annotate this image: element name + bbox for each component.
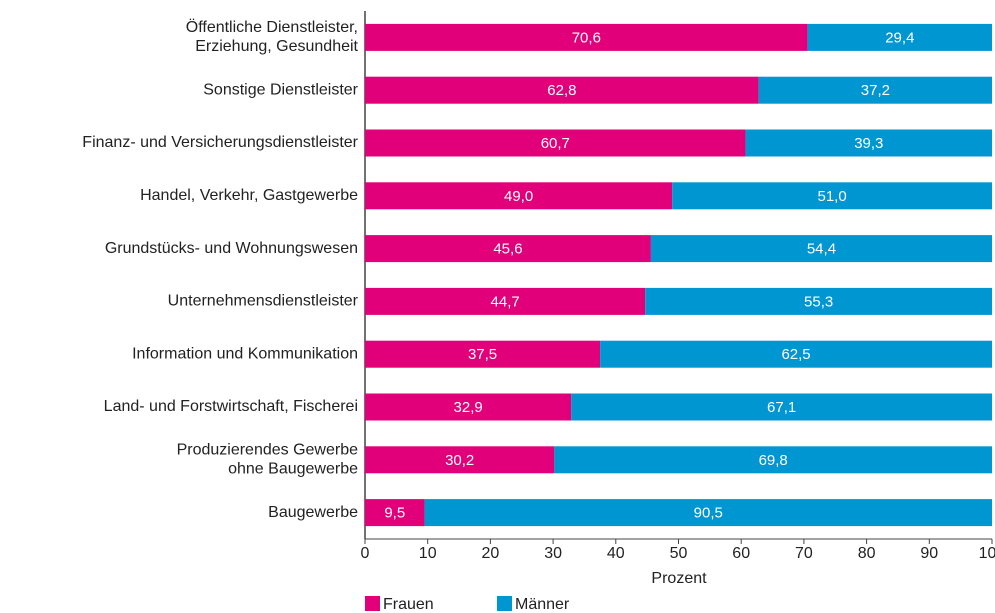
y-tick-label: Information und Kommunikation bbox=[132, 345, 358, 362]
x-tick-label: 100 bbox=[979, 545, 995, 562]
x-tick-label: 30 bbox=[544, 545, 562, 562]
value-label: 49,0 bbox=[504, 188, 533, 205]
value-label: 62,5 bbox=[781, 346, 810, 363]
bar-segment bbox=[365, 446, 555, 474]
bar-segment bbox=[365, 287, 646, 315]
bar-segment bbox=[365, 182, 673, 210]
bar-segment bbox=[672, 182, 992, 210]
bar-segment bbox=[650, 235, 992, 263]
bar-segment bbox=[365, 23, 808, 51]
value-label: 60,7 bbox=[541, 135, 570, 152]
value-label: 51,0 bbox=[818, 188, 847, 205]
value-label: 29,4 bbox=[885, 29, 914, 46]
legend-label: Männer bbox=[515, 596, 570, 613]
y-tick-label: Unternehmensdienstleister bbox=[168, 293, 359, 310]
y-tick-label: Finanz- und Versicherungsdienstleister bbox=[82, 134, 358, 151]
y-tick-label: Sonstige Dienstleister bbox=[203, 81, 358, 98]
bar-segment bbox=[600, 340, 992, 368]
value-label: 70,6 bbox=[572, 29, 601, 46]
value-label: 30,2 bbox=[445, 452, 474, 469]
bar-segment bbox=[424, 499, 992, 527]
y-tick-label: Öffentliche Dienstleister, Erziehung, Ges… bbox=[186, 18, 359, 55]
x-tick-label: 20 bbox=[482, 545, 500, 562]
bar-segment bbox=[365, 340, 601, 368]
x-tick-label: 60 bbox=[732, 545, 750, 562]
x-tick-label: 70 bbox=[795, 545, 813, 562]
value-label: 62,8 bbox=[547, 82, 576, 99]
value-label: 90,5 bbox=[694, 505, 723, 522]
value-label: 44,7 bbox=[491, 293, 520, 310]
legend-swatch bbox=[365, 596, 380, 611]
value-label: 69,8 bbox=[759, 452, 788, 469]
x-tick-label: 0 bbox=[361, 545, 370, 562]
value-label: 37,2 bbox=[861, 82, 890, 99]
value-label: 32,9 bbox=[454, 399, 483, 416]
value-label: 54,4 bbox=[807, 241, 836, 258]
legend-label: Frauen bbox=[383, 596, 434, 613]
bar-segment bbox=[645, 287, 992, 315]
x-tick-label: 40 bbox=[607, 545, 625, 562]
y-tick-label: Handel, Verkehr, Gastgewerbe bbox=[140, 187, 358, 204]
bar-segment bbox=[571, 393, 992, 421]
bar-segment bbox=[758, 76, 992, 104]
bar-segment bbox=[554, 446, 992, 474]
x-tick-label: 50 bbox=[670, 545, 688, 562]
x-tick-label: 10 bbox=[419, 545, 437, 562]
y-tick-label: Grundstücks- und Wohnungswesen bbox=[105, 240, 358, 257]
bar-segment bbox=[365, 499, 425, 527]
y-tick-label: Land- und Forstwirtschaft, Fischerei bbox=[104, 398, 358, 415]
value-label: 55,3 bbox=[804, 293, 833, 310]
bar-segment bbox=[365, 235, 651, 263]
value-label: 37,5 bbox=[468, 346, 497, 363]
bar-segment bbox=[365, 129, 746, 157]
bar-segment bbox=[807, 23, 992, 51]
bar-segment bbox=[365, 393, 572, 421]
x-axis-label: Prozent bbox=[651, 570, 707, 587]
value-label: 45,6 bbox=[493, 241, 522, 258]
y-tick-label: Baugewerbe bbox=[268, 504, 358, 521]
bar-segment bbox=[365, 76, 759, 104]
x-tick-label: 80 bbox=[858, 545, 876, 562]
value-label: 67,1 bbox=[767, 399, 796, 416]
legend-swatch bbox=[497, 596, 512, 611]
bar-segment bbox=[745, 129, 992, 157]
x-tick-label: 90 bbox=[920, 545, 938, 562]
y-tick-label: Produzierendes Gewerbe ohne Baugewerbe bbox=[177, 442, 359, 478]
value-label: 9,5 bbox=[384, 505, 405, 522]
value-label: 39,3 bbox=[854, 135, 883, 152]
